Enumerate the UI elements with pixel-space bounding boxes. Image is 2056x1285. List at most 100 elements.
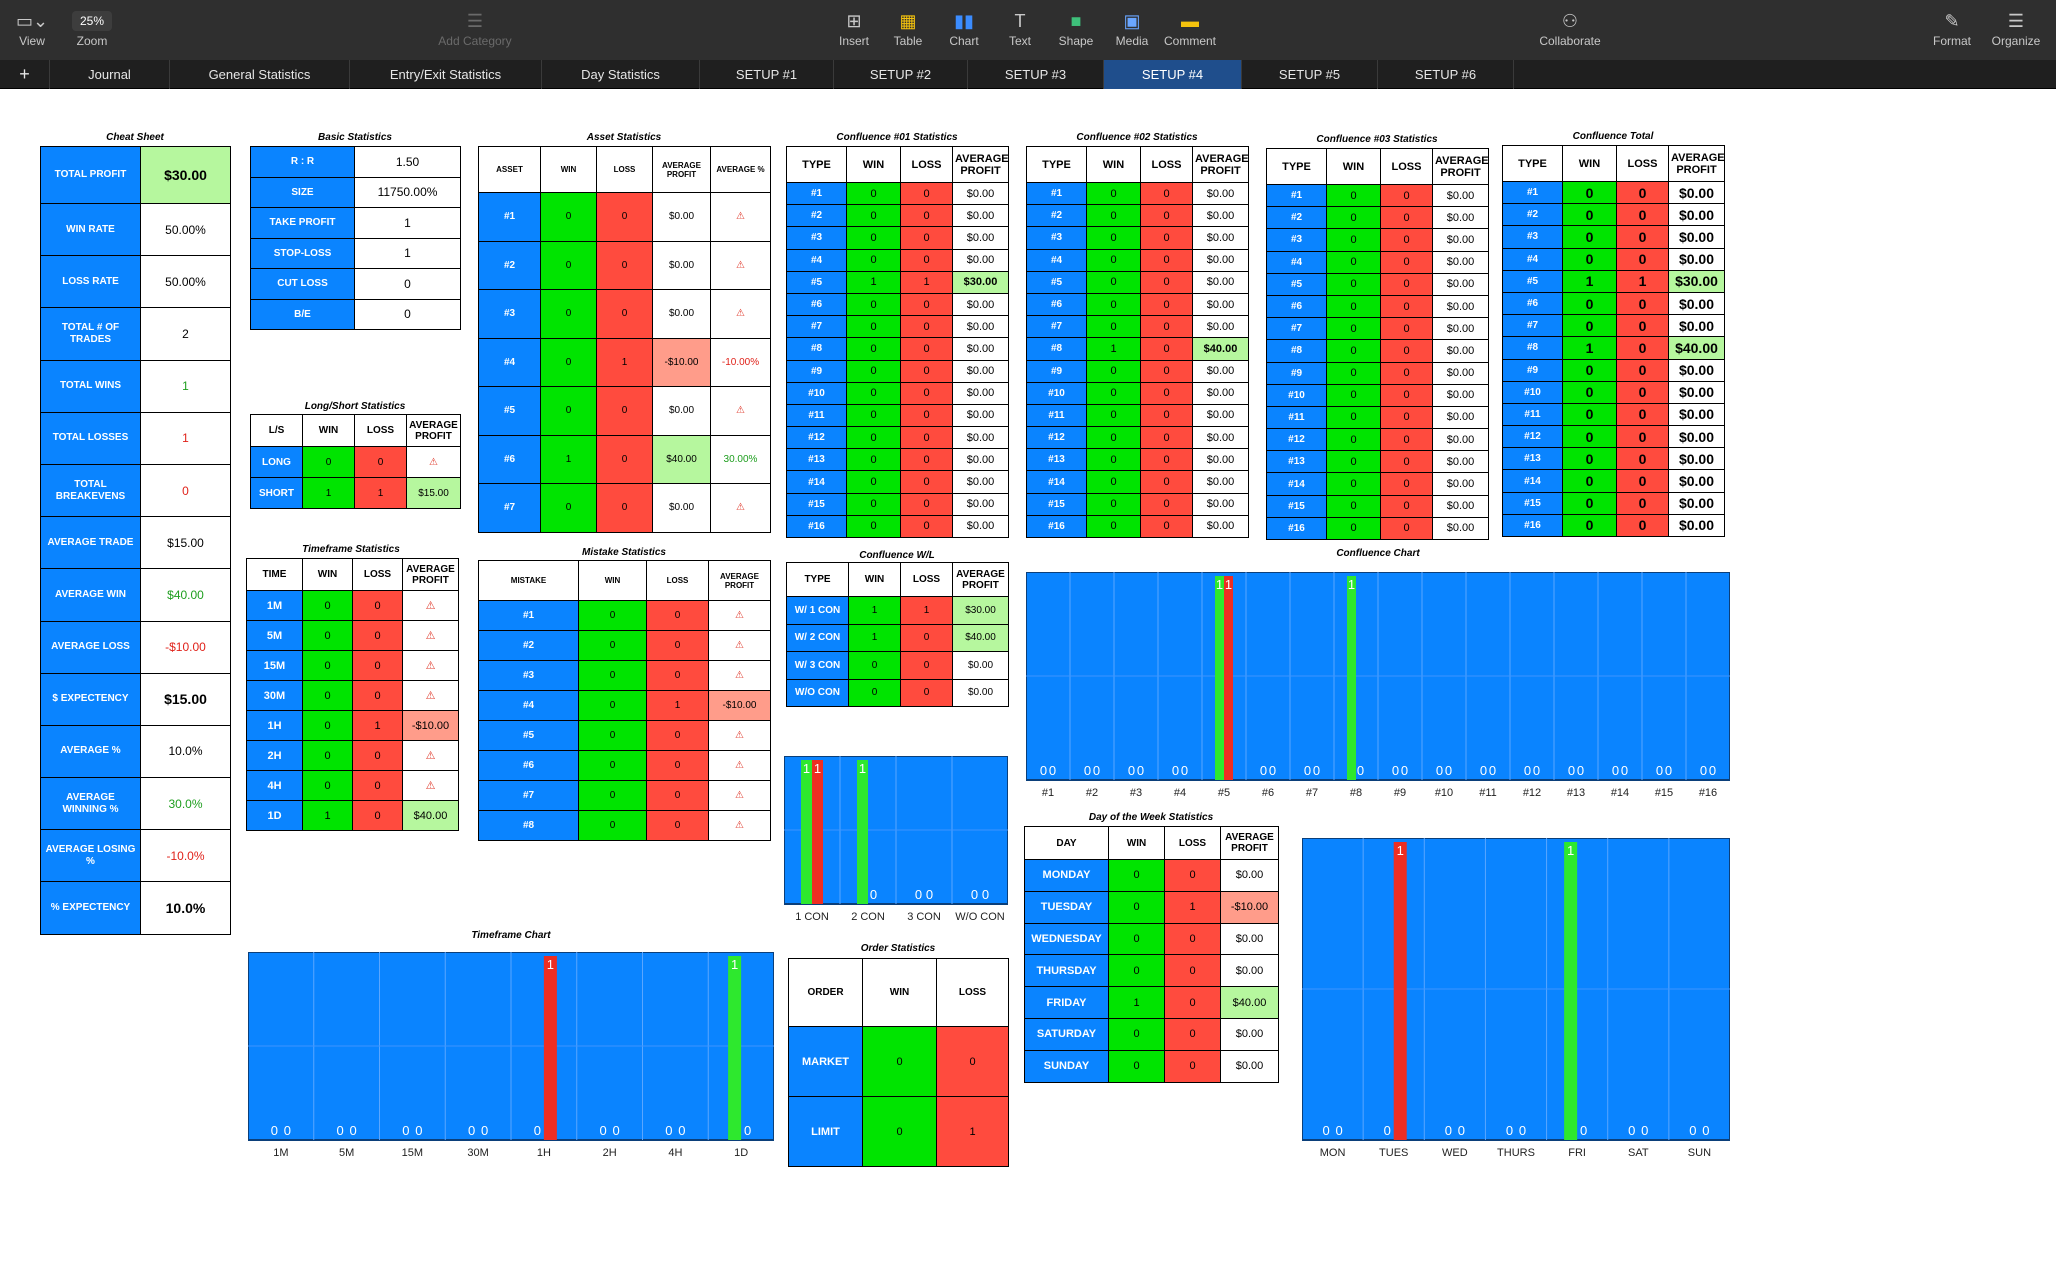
row-label[interactable]: 30M <box>246 680 303 711</box>
row-label[interactable]: #2 <box>478 240 541 290</box>
average-profit-cell[interactable]: $0.00 <box>952 292 1009 317</box>
row-label[interactable]: LONG <box>250 446 303 478</box>
loss-cell[interactable]: 1 <box>646 690 709 721</box>
win-cell[interactable]: 1 <box>846 270 901 294</box>
loss-cell[interactable]: 0 <box>1164 922 1221 956</box>
basic-value[interactable]: 0 <box>354 298 461 330</box>
loss-cell[interactable]: 0 <box>1140 514 1193 539</box>
column-header[interactable]: AVERAGE PROFIT <box>1668 145 1725 182</box>
cheat-value[interactable]: 10.0% <box>140 881 231 935</box>
average-profit-cell[interactable]: $0.00 <box>1432 228 1489 252</box>
average-profit-cell[interactable]: $0.00 <box>1192 204 1249 228</box>
average-profit-cell[interactable]: $0.00 <box>952 514 1009 539</box>
tab-setup-1[interactable]: SETUP #1 <box>700 60 834 89</box>
row-label[interactable]: 1D <box>246 800 303 831</box>
loss-cell[interactable]: 1 <box>900 596 953 625</box>
win-cell[interactable]: 0 <box>1086 315 1141 339</box>
win-cell[interactable]: 0 <box>1326 516 1381 541</box>
win-cell[interactable]: 0 <box>1562 247 1617 271</box>
row-label[interactable]: #4 <box>478 690 579 721</box>
row-label[interactable]: 2H <box>246 740 303 771</box>
loss-cell[interactable]: 0 <box>1380 272 1433 296</box>
basic-value[interactable]: 1.50 <box>354 146 461 178</box>
loss-cell[interactable]: 0 <box>352 770 403 801</box>
loss-cell[interactable]: 0 <box>1380 383 1433 407</box>
cheat-label[interactable]: AVERAGE LOSING % <box>40 829 141 883</box>
average-profit-cell[interactable]: $0.00 <box>1432 317 1489 341</box>
column-header[interactable]: LOSS <box>354 414 407 447</box>
loss-cell[interactable]: 1 <box>352 710 403 741</box>
win-cell[interactable]: 0 <box>578 600 647 631</box>
loss-cell[interactable]: 0 <box>646 600 709 631</box>
win-cell[interactable]: 0 <box>1326 472 1381 496</box>
win-cell[interactable]: 0 <box>302 680 353 711</box>
loss-cell[interactable]: 0 <box>900 226 953 250</box>
insert-button[interactable]: ⊞ Insert <box>834 8 874 48</box>
win-cell[interactable]: 0 <box>540 386 597 436</box>
win-cell[interactable]: 0 <box>1562 469 1617 493</box>
win-cell[interactable]: 0 <box>1086 270 1141 294</box>
loss-cell[interactable]: 0 <box>1140 337 1193 361</box>
row-label[interactable]: #5 <box>1026 270 1087 294</box>
tab-setup-5[interactable]: SETUP #5 <box>1242 60 1378 89</box>
loss-cell[interactable]: 0 <box>1616 469 1669 493</box>
row-label[interactable]: #8 <box>1502 336 1563 360</box>
win-cell[interactable]: 0 <box>578 630 647 661</box>
loss-cell[interactable]: 0 <box>1140 492 1193 516</box>
row-label[interactable]: #12 <box>1266 428 1327 452</box>
row-label[interactable]: #10 <box>1502 380 1563 404</box>
win-cell[interactable]: 0 <box>1562 380 1617 404</box>
cheat-value[interactable]: 50.00% <box>140 255 231 309</box>
win-cell[interactable]: 0 <box>1326 317 1381 341</box>
basic-value[interactable]: 1 <box>354 237 461 269</box>
row-label[interactable]: #6 <box>478 434 541 484</box>
win-cell[interactable]: 0 <box>1086 381 1141 405</box>
row-label[interactable]: #1 <box>1266 183 1327 208</box>
average-profit-cell[interactable]: $0.00 <box>1668 402 1725 427</box>
win-cell[interactable]: 1 <box>540 434 597 484</box>
row-label[interactable]: #3 <box>786 226 847 250</box>
average-profit-cell[interactable]: $0.00 <box>652 192 711 242</box>
column-header[interactable]: TYPE <box>786 146 847 183</box>
average-profit-cell[interactable]: $0.00 <box>952 337 1009 361</box>
loss-cell[interactable]: 0 <box>1616 203 1669 227</box>
warning-icon[interactable]: ⚠ <box>708 810 771 841</box>
win-cell[interactable]: 0 <box>1086 359 1141 383</box>
win-cell[interactable]: 0 <box>1086 248 1141 272</box>
win-cell[interactable]: 0 <box>1326 272 1381 296</box>
average-profit-cell[interactable]: $0.00 <box>1668 513 1725 538</box>
win-cell[interactable]: 0 <box>540 337 597 387</box>
column-header[interactable]: AVERAGE % <box>710 146 771 193</box>
loss-cell[interactable]: 0 <box>900 181 953 206</box>
format-button[interactable]: ✎ Format <box>1928 8 1976 48</box>
win-cell[interactable]: 0 <box>1562 225 1617 249</box>
cheat-label[interactable]: AVERAGE TRADE <box>40 516 141 570</box>
win-cell[interactable]: 0 <box>1086 226 1141 250</box>
row-label[interactable]: W/O CON <box>786 678 849 707</box>
loss-cell[interactable]: 0 <box>354 446 407 478</box>
zoom-control[interactable]: 25% Zoom <box>66 8 118 48</box>
column-header[interactable]: AVERAGE PROFIT <box>708 560 771 601</box>
cheat-label[interactable]: TOTAL LOSSES <box>40 411 141 465</box>
average-profit-cell[interactable]: -$10.00 <box>1220 890 1279 924</box>
loss-cell[interactable]: 0 <box>1616 358 1669 382</box>
column-header[interactable]: LOSS <box>1164 826 1221 860</box>
row-label[interactable]: #11 <box>1266 405 1327 430</box>
collaborate-button[interactable]: ⚇ Collaborate <box>1530 8 1610 48</box>
loss-cell[interactable]: 0 <box>1616 225 1669 249</box>
win-cell[interactable]: 0 <box>1326 361 1381 385</box>
win-cell[interactable]: 0 <box>1108 1017 1165 1051</box>
win-cell[interactable]: 0 <box>1108 1049 1165 1083</box>
row-label[interactable]: #5 <box>478 720 579 751</box>
row-label[interactable]: 1H <box>246 710 303 741</box>
warning-icon[interactable]: ⚠ <box>708 720 771 751</box>
win-cell[interactable]: 0 <box>846 492 901 516</box>
loss-cell[interactable]: 0 <box>646 720 709 751</box>
win-cell[interactable]: 0 <box>578 810 647 841</box>
cheat-label[interactable]: $ EXPECTENCY <box>40 672 141 726</box>
win-cell[interactable]: 0 <box>1562 180 1617 205</box>
column-header[interactable]: AVERAGE PROFIT <box>1192 146 1249 183</box>
row-label[interactable]: #2 <box>1266 206 1327 230</box>
loss-cell[interactable]: 0 <box>1616 402 1669 427</box>
row-label[interactable]: #9 <box>1026 359 1087 383</box>
